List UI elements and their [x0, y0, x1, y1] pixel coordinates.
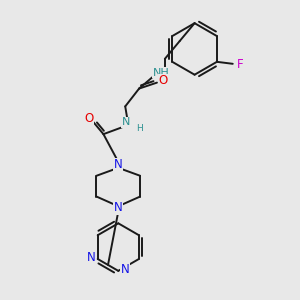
Text: O: O [158, 74, 167, 87]
Text: N: N [121, 263, 130, 276]
Text: N: N [114, 158, 123, 171]
Text: H: H [136, 124, 142, 133]
Text: N: N [86, 251, 95, 265]
Text: NH: NH [152, 68, 169, 78]
Text: O: O [84, 112, 93, 125]
Text: N: N [122, 117, 130, 127]
Text: F: F [237, 58, 244, 71]
Text: N: N [114, 201, 123, 214]
